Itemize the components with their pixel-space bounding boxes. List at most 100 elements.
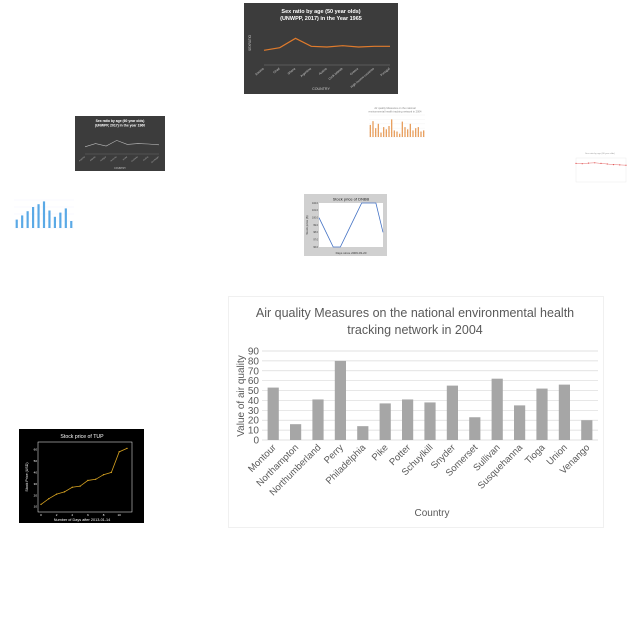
data-point bbox=[40, 503, 42, 506]
chart-title-line1: Sex ratio by age (50 year olds) bbox=[281, 9, 360, 15]
x-tick-label: Azerbaijan bbox=[150, 155, 159, 163]
bar bbox=[409, 123, 411, 137]
series-line bbox=[40, 448, 128, 505]
data-point bbox=[110, 471, 113, 474]
y-tick-label: 80 bbox=[248, 356, 260, 367]
y-tick-label: 101.0 bbox=[312, 209, 319, 212]
chart-sex-ratio-1965-svg: Sex ratio by age (50 year olds) (UNWPP, … bbox=[244, 3, 398, 94]
bar bbox=[401, 121, 403, 137]
bar bbox=[377, 123, 379, 137]
x-tick-label: Albania bbox=[89, 155, 97, 162]
bar bbox=[424, 402, 436, 440]
y-axis-label: SEXRATIO bbox=[248, 35, 252, 51]
bar bbox=[393, 130, 395, 137]
x-tick-label: Estonia bbox=[254, 66, 264, 76]
x-tick-label: Argentina bbox=[299, 66, 312, 78]
chart-title: Stock price of DNBB bbox=[333, 197, 370, 202]
y-axis-label: Stock Price (USD) bbox=[25, 462, 29, 491]
x-axis-label: Country bbox=[414, 508, 449, 519]
chart-title-line1: Sex ratio by age (60 year olds) bbox=[96, 119, 145, 123]
plot-frame bbox=[575, 157, 627, 183]
x-axis-label: COUNTRY bbox=[312, 87, 330, 91]
x-tick-label: Anguilla bbox=[78, 155, 86, 162]
x-tick-label: 8 bbox=[103, 513, 105, 517]
bar bbox=[391, 119, 393, 137]
y-tick-label: 96.0 bbox=[313, 246, 318, 249]
chart-small-red-line: Sex ratio by age (80 year olds) bbox=[566, 150, 630, 188]
data-point bbox=[102, 474, 105, 476]
bar bbox=[420, 131, 422, 137]
data-point bbox=[594, 162, 596, 164]
bar bbox=[446, 385, 458, 440]
x-tick-label: Armenia bbox=[110, 155, 118, 163]
y-tick-label: 10 bbox=[248, 426, 260, 437]
bar bbox=[385, 129, 387, 137]
bar bbox=[415, 128, 417, 137]
bar bbox=[423, 130, 425, 137]
x-tick-label: 0 bbox=[40, 513, 42, 517]
bar bbox=[396, 131, 398, 137]
x-tick-label: Ghana bbox=[287, 66, 297, 75]
bar bbox=[407, 129, 409, 137]
x-tick-label: 6 bbox=[87, 513, 89, 517]
chart-stock-dnbb: Stock price of DNBB Days since 2009-03-2… bbox=[304, 194, 387, 256]
bar bbox=[267, 387, 279, 440]
bar bbox=[369, 124, 371, 137]
bar bbox=[558, 384, 570, 440]
y-tick-label: 50 bbox=[248, 386, 260, 397]
bar bbox=[399, 133, 401, 137]
chart-sex-ratio-1960-svg: Sex ratio by age (60 year olds) (UNWPP, … bbox=[75, 116, 165, 171]
y-tick-label: 30 bbox=[34, 482, 38, 486]
series-line bbox=[263, 37, 390, 51]
x-tick-label: 10 bbox=[118, 513, 122, 517]
bar bbox=[383, 127, 385, 137]
y-tick-label: 40 bbox=[248, 396, 260, 407]
data-point bbox=[606, 163, 608, 165]
bar bbox=[21, 215, 24, 228]
bar bbox=[59, 212, 62, 228]
data-point bbox=[87, 479, 89, 482]
x-tick-label: Australia bbox=[131, 155, 140, 163]
bar bbox=[357, 426, 369, 440]
x-tick-label: Greece bbox=[349, 66, 359, 76]
y-axis-label: Stock price ($) bbox=[305, 215, 309, 234]
bar bbox=[42, 201, 46, 228]
y-tick-label: 60 bbox=[34, 448, 38, 452]
chart-air-quality-main: Air quality Measures on the national env… bbox=[228, 296, 604, 528]
chart-sex-ratio-1965: Sex ratio by age (50 year olds) (UNWPP, … bbox=[244, 3, 398, 94]
bar bbox=[469, 417, 481, 440]
data-point bbox=[587, 162, 590, 164]
chart-sex-ratio-1960: Sex ratio by age (60 year olds) (UNWPP, … bbox=[75, 116, 165, 171]
y-tick-label: 20 bbox=[34, 493, 38, 497]
bar bbox=[26, 211, 29, 228]
chart-title-line1: Sex ratio by age (80 year olds) bbox=[585, 152, 615, 155]
x-axis-label: Number of Days after 2013-01-14 bbox=[54, 518, 111, 522]
data-point bbox=[55, 493, 58, 495]
x-axis-label: COUNTRY bbox=[114, 167, 126, 170]
data-point bbox=[95, 478, 97, 480]
data-point bbox=[619, 164, 621, 166]
chart-small-blue-bars-svg bbox=[14, 199, 74, 229]
chart-small-orange-bars-svg: Air quality Measures on the nationalenvi… bbox=[369, 106, 425, 138]
y-tick-label: 70 bbox=[248, 366, 260, 377]
series-line bbox=[318, 202, 384, 248]
bar bbox=[37, 204, 40, 228]
chart-background bbox=[75, 116, 165, 171]
chart-air-quality-main-svg: Air quality Measures on the national env… bbox=[228, 296, 604, 528]
x-tick-label: Austria bbox=[318, 66, 328, 75]
data-point bbox=[126, 447, 128, 450]
y-tick-label: 50 bbox=[34, 459, 38, 463]
bar bbox=[15, 219, 18, 228]
data-point bbox=[625, 164, 627, 166]
bar bbox=[491, 378, 503, 440]
y-tick-label: 98.0 bbox=[313, 231, 318, 234]
chart-title-line2: (UNWPP, 2017) in the Year 1965 bbox=[280, 16, 362, 22]
chart-title-line2: tracking network in 2004 bbox=[347, 323, 483, 337]
chart-stock-tup: Stock price of TUP Number of Days after … bbox=[19, 429, 144, 523]
x-tick-label: Portugal bbox=[380, 66, 391, 76]
bar bbox=[514, 405, 526, 440]
bar bbox=[412, 130, 414, 137]
data-point bbox=[71, 486, 73, 488]
chart-title-line2: environmental health tracking network in… bbox=[369, 110, 422, 114]
y-tick-label: 20 bbox=[248, 416, 260, 427]
